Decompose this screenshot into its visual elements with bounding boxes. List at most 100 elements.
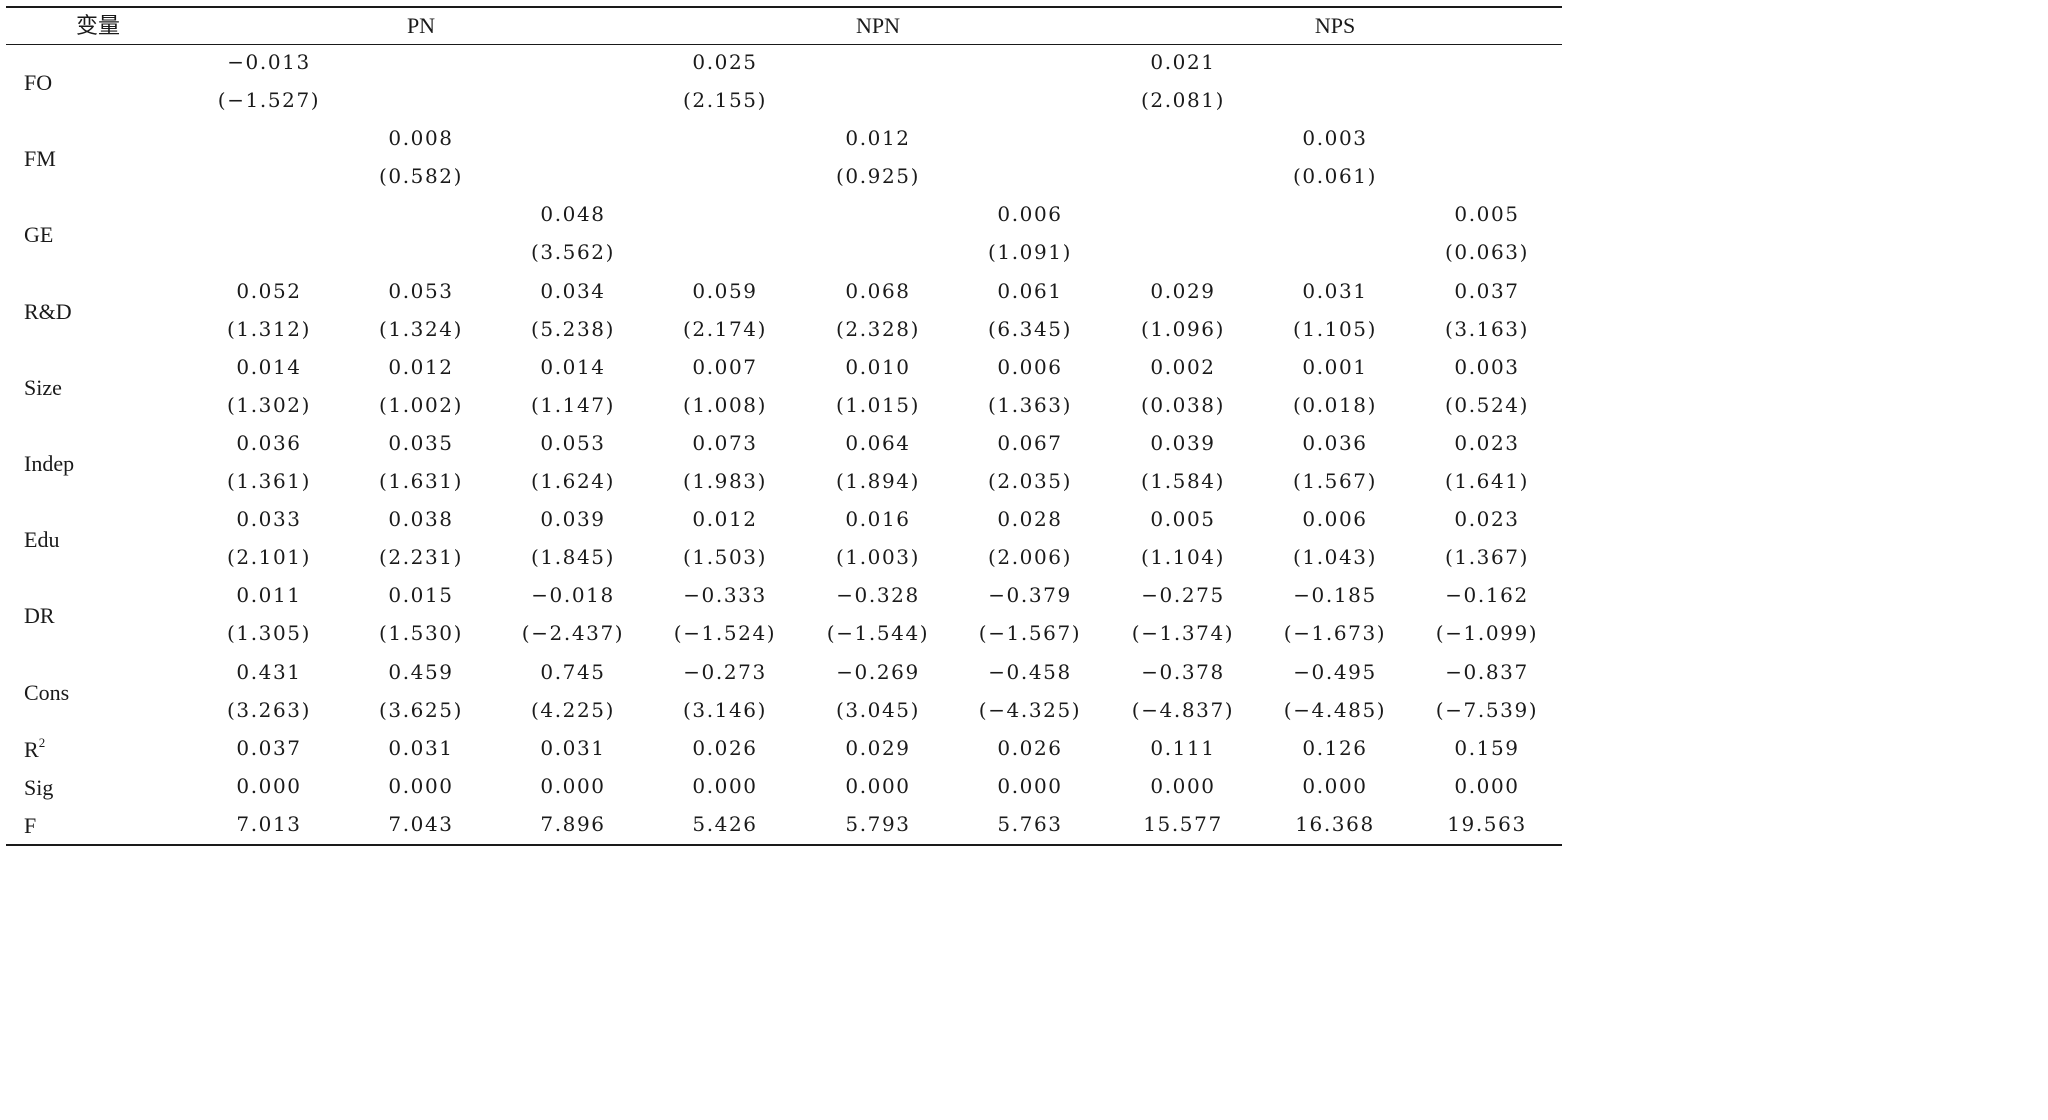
t-stat-cell: (1.312) [226, 316, 312, 341]
row-label: Edu [24, 527, 60, 553]
stat-value-cell: 0.159 [1454, 736, 1520, 760]
t-stat-cell: (1.530) [378, 621, 464, 646]
t-stat-cell: (−4.837) [1131, 697, 1235, 722]
t-stat-cell: (1.104) [1140, 545, 1226, 570]
coefficient-cell: 0.052 [236, 278, 302, 303]
stat-value-cell: 0.111 [1150, 736, 1216, 760]
t-stat-cell: (1.002) [378, 392, 464, 417]
coefficient-cell: 0.036 [1302, 431, 1368, 455]
t-stat-cell: (−1.374) [1131, 621, 1235, 646]
row-label: Cons [24, 679, 70, 705]
header-group-pn: PN [406, 13, 436, 38]
coefficient-cell: 0.001 [1302, 354, 1368, 379]
coefficient-cell: 0.023 [1454, 431, 1520, 455]
coefficient-cell: 0.033 [236, 507, 302, 532]
t-stat-cell: (2.155) [682, 88, 768, 112]
stat-label-text: F [24, 813, 37, 838]
coefficient-cell: 0.061 [997, 278, 1063, 303]
coefficient-cell: 0.039 [540, 507, 606, 532]
stat-value-cell: 0.000 [692, 774, 758, 798]
top-rule [6, 6, 1562, 8]
t-stat-cell: (1.015) [835, 392, 921, 417]
coefficient-cell: −0.269 [836, 659, 920, 684]
coefficient-cell: 0.053 [388, 278, 454, 303]
stat-value-cell: 16.368 [1295, 812, 1375, 836]
t-stat-cell: (6.345) [987, 316, 1073, 341]
t-stat-cell: (2.174) [682, 316, 768, 341]
coefficient-cell: 0.029 [1150, 278, 1216, 303]
coefficient-cell: 0.745 [540, 659, 606, 684]
stat-value-cell: 0.031 [388, 736, 454, 760]
coefficient-cell: 0.005 [1150, 507, 1216, 532]
coefficient-cell: 0.431 [236, 659, 302, 684]
coefficient-cell: 0.048 [540, 202, 606, 227]
t-stat-cell: (2.231) [378, 545, 464, 570]
coefficient-cell: 0.028 [997, 507, 1063, 532]
coefficient-cell: −0.328 [836, 583, 920, 608]
coefficient-cell: 0.021 [1150, 50, 1216, 74]
header-group-npn: NPN [855, 13, 901, 38]
t-stat-cell: (1.305) [226, 621, 312, 646]
stat-value-cell: 0.000 [388, 774, 454, 798]
t-stat-cell: (−2.437) [521, 621, 625, 646]
t-stat-cell: (3.625) [378, 697, 464, 722]
t-stat-cell: (−1.544) [826, 621, 930, 646]
t-stat-cell: (1.894) [835, 469, 921, 493]
t-stat-cell: (1.003) [835, 545, 921, 570]
stat-label-superscript: 2 [38, 735, 46, 750]
coefficient-cell: 0.025 [692, 50, 758, 74]
t-stat-cell: (0.063) [1444, 240, 1530, 265]
coefficient-cell: −0.837 [1445, 659, 1529, 684]
coefficient-cell: 0.014 [540, 354, 606, 379]
stat-value-cell: 5.763 [997, 812, 1063, 836]
t-stat-cell: (0.061) [1292, 164, 1378, 189]
row-label: R&D [24, 298, 72, 324]
coefficient-cell: 0.002 [1150, 354, 1216, 379]
t-stat-cell: (1.105) [1292, 316, 1378, 341]
coefficient-cell: 0.006 [997, 202, 1063, 227]
t-stat-cell: (2.328) [835, 316, 921, 341]
row-label: Size [24, 374, 62, 400]
stat-value-cell: 0.000 [540, 774, 606, 798]
row-label: DR [24, 603, 55, 629]
t-stat-cell: (1.091) [987, 240, 1073, 265]
t-stat-cell: (0.925) [835, 164, 921, 189]
coefficient-cell: 0.015 [388, 583, 454, 608]
t-stat-cell: (1.043) [1292, 545, 1378, 570]
coefficient-cell: 0.036 [236, 431, 302, 455]
coefficient-cell: 0.034 [540, 278, 606, 303]
coefficient-cell: 0.012 [845, 126, 911, 151]
stat-label: R2 [24, 736, 45, 762]
t-stat-cell: (0.018) [1292, 392, 1378, 417]
header-group-nps: NPS [1314, 13, 1356, 38]
coefficient-cell: 0.459 [388, 659, 454, 684]
coefficient-cell: 0.011 [236, 583, 302, 608]
t-stat-cell: (1.631) [378, 469, 464, 493]
coefficient-cell: 0.010 [845, 354, 911, 379]
t-stat-cell: (1.567) [1292, 469, 1378, 493]
stat-label-text: R [24, 737, 39, 762]
coefficient-cell: 0.012 [692, 507, 758, 532]
t-stat-cell: (2.006) [987, 545, 1073, 570]
t-stat-cell: (2.081) [1140, 88, 1226, 112]
stat-value-cell: 0.000 [236, 774, 302, 798]
coefficient-cell: −0.458 [988, 659, 1072, 684]
stat-value-cell: 0.000 [845, 774, 911, 798]
t-stat-cell: (1.584) [1140, 469, 1226, 493]
t-stat-cell: (1.363) [987, 392, 1073, 417]
t-stat-cell: (0.524) [1444, 392, 1530, 417]
t-stat-cell: (2.035) [987, 469, 1073, 493]
t-stat-cell: (0.038) [1140, 392, 1226, 417]
t-stat-cell: (1.624) [530, 469, 616, 493]
stat-value-cell: 0.000 [1150, 774, 1216, 798]
stat-value-cell: 0.026 [692, 736, 758, 760]
coefficient-cell: 0.064 [845, 431, 911, 455]
t-stat-cell: (1.096) [1140, 316, 1226, 341]
coefficient-cell: −0.162 [1445, 583, 1529, 608]
coefficient-cell: −0.379 [988, 583, 1072, 608]
coefficient-cell: 0.014 [236, 354, 302, 379]
coefficient-cell: 0.012 [388, 354, 454, 379]
header-rule [6, 44, 1562, 45]
t-stat-cell: (5.238) [530, 316, 616, 341]
t-stat-cell: (3.163) [1444, 316, 1530, 341]
